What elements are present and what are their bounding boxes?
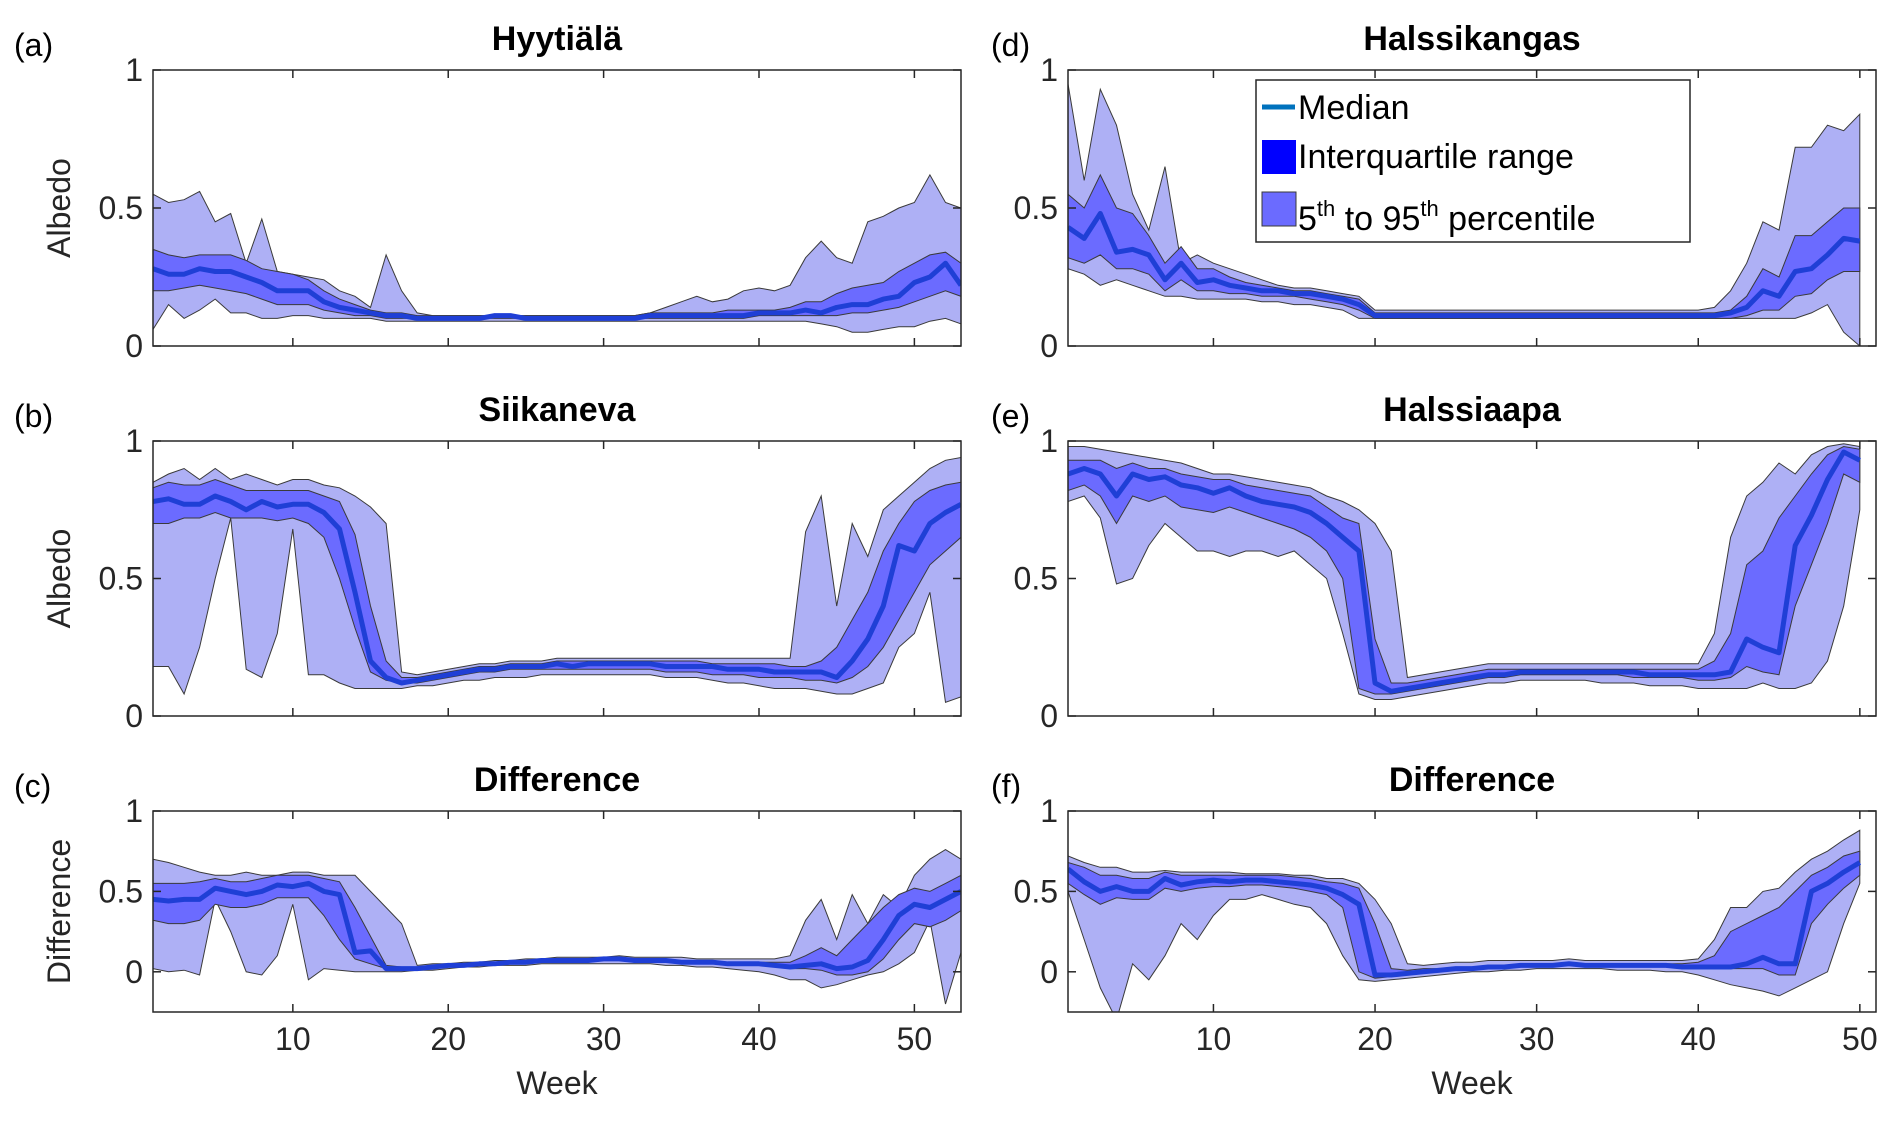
panel-d: 0 0.5 1 Halssikangas (d) xyxy=(991,20,1877,364)
axes-box-c xyxy=(152,810,962,1013)
panel-c: 0 0.5 1 10 20 30 40 50 Difference (c) Difference We… xyxy=(14,761,962,1101)
xlabel-c: Week xyxy=(516,1065,598,1101)
ytick-label-d-0: 0 xyxy=(1040,328,1058,364)
panel-label-c: (c) xyxy=(14,768,51,804)
legend-median-label: Median xyxy=(1298,89,1410,127)
panel-f: 0 0.5 1 10 20 30 40 50 Difference (f) Week xyxy=(991,761,1878,1101)
legend-iqr-label: Interquartile range xyxy=(1298,138,1574,176)
median-line-a xyxy=(153,260,961,321)
panel-label-b: (b) xyxy=(14,398,53,434)
xtick-label-f-2: 30 xyxy=(1519,1021,1555,1057)
legend-pct-low: 5 xyxy=(1298,200,1317,238)
panel-title-b: Siikaneva xyxy=(479,391,637,429)
band-5-95-b xyxy=(153,456,961,703)
panel-e: 0 0.5 1 Halssiaapa (e) xyxy=(991,391,1877,734)
plot-area-d xyxy=(1068,83,1861,346)
legend: Median Interquartile range 5th to 95th p… xyxy=(1255,79,1691,243)
panel-label-e: (e) xyxy=(991,398,1030,434)
xtick-label-c-2: 30 xyxy=(586,1021,622,1057)
panel-label-d: (d) xyxy=(991,27,1030,63)
legend-pct-swatch xyxy=(1261,191,1297,227)
legend-iqr-swatch xyxy=(1262,140,1296,174)
ytick-label-b-0: 0 xyxy=(125,698,143,734)
panel-label-a: (a) xyxy=(14,27,53,63)
ytick-label-e-1: 0.5 xyxy=(1014,561,1058,597)
xlabel-f: Week xyxy=(1431,1065,1513,1101)
ytick-label-a-2: 1 xyxy=(125,52,143,88)
ylabel-b: Albedo xyxy=(41,529,77,629)
median-line-f xyxy=(1068,860,1862,978)
panels: 0 0.5 1 Hyytiälä (a) Albedo 0 0.5 1 Siikaneva (b) A… xyxy=(14,20,1878,1101)
band-5-95-c xyxy=(153,849,961,1005)
ytick-label-e-2: 1 xyxy=(1040,423,1058,459)
band-5-95-a xyxy=(153,173,961,333)
ytick-label-c-0: 0 xyxy=(125,954,143,990)
legend-box xyxy=(1255,79,1691,243)
axes-box-f xyxy=(1067,810,1877,1013)
plot-area-c xyxy=(153,849,961,1005)
xtick-label-c-3: 40 xyxy=(741,1021,777,1057)
xtick-label-f-1: 20 xyxy=(1357,1021,1393,1057)
ytick-label-f-0: 0 xyxy=(1040,954,1058,990)
xtick-label-c-1: 20 xyxy=(430,1021,466,1057)
band-5-95-f xyxy=(1068,829,1861,1012)
ylabel-a: Albedo xyxy=(41,158,77,258)
plot-area-b xyxy=(153,456,961,703)
legend-pct-sup-2: th xyxy=(1420,196,1438,221)
panel-a: 0 0.5 1 Hyytiälä (a) Albedo xyxy=(14,20,962,364)
plot-area-f xyxy=(1068,829,1862,1012)
ytick-label-c-1: 0.5 xyxy=(99,873,143,909)
xtick-label-c-4: 50 xyxy=(897,1021,933,1057)
panel-title-f: Difference xyxy=(1389,761,1555,799)
legend-pct-sup-1: th xyxy=(1317,196,1335,221)
ytick-label-d-2: 1 xyxy=(1040,52,1058,88)
panel-label-f: (f) xyxy=(991,768,1021,804)
median-line-b xyxy=(153,493,961,686)
median-line-e xyxy=(1068,449,1861,694)
xtick-label-c-0: 10 xyxy=(275,1021,311,1057)
median-line-c xyxy=(153,880,961,972)
panel-b: 0 0.5 1 Siikaneva (b) Albedo xyxy=(14,391,962,734)
ytick-label-e-0: 0 xyxy=(1040,698,1058,734)
ytick-label-f-2: 1 xyxy=(1040,793,1058,829)
ytick-label-d-1: 0.5 xyxy=(1014,190,1058,226)
xtick-label-f-4: 50 xyxy=(1842,1021,1878,1057)
ytick-label-f-1: 0.5 xyxy=(1014,873,1058,909)
plot-area-e xyxy=(1068,443,1861,700)
ytick-label-a-1: 0.5 xyxy=(99,190,143,226)
xtick-label-f-0: 10 xyxy=(1196,1021,1232,1057)
panel-title-d: Halssikangas xyxy=(1363,20,1580,58)
panel-title-e: Halssiaapa xyxy=(1383,391,1562,429)
legend-pct-label: 5th to 95th percentile xyxy=(1298,196,1596,238)
panel-title-c: Difference xyxy=(474,761,640,799)
legend-pct-mid: to 95 xyxy=(1335,200,1420,238)
ylabel-c: Difference xyxy=(41,839,77,984)
legend-pct-end: percentile xyxy=(1439,200,1596,238)
median-line-d xyxy=(1068,211,1861,319)
ytick-label-a-0: 0 xyxy=(125,328,143,364)
plot-area-a xyxy=(153,173,961,333)
ytick-label-b-2: 1 xyxy=(125,423,143,459)
band-iqr-e xyxy=(1068,445,1861,695)
band-5-95-d xyxy=(1068,83,1861,346)
xtick-label-f-3: 40 xyxy=(1680,1021,1716,1057)
band-iqr-d xyxy=(1068,173,1861,319)
ytick-label-b-1: 0.5 xyxy=(99,561,143,597)
ytick-label-c-2: 1 xyxy=(125,793,143,829)
panel-title-a: Hyytiälä xyxy=(492,20,622,58)
